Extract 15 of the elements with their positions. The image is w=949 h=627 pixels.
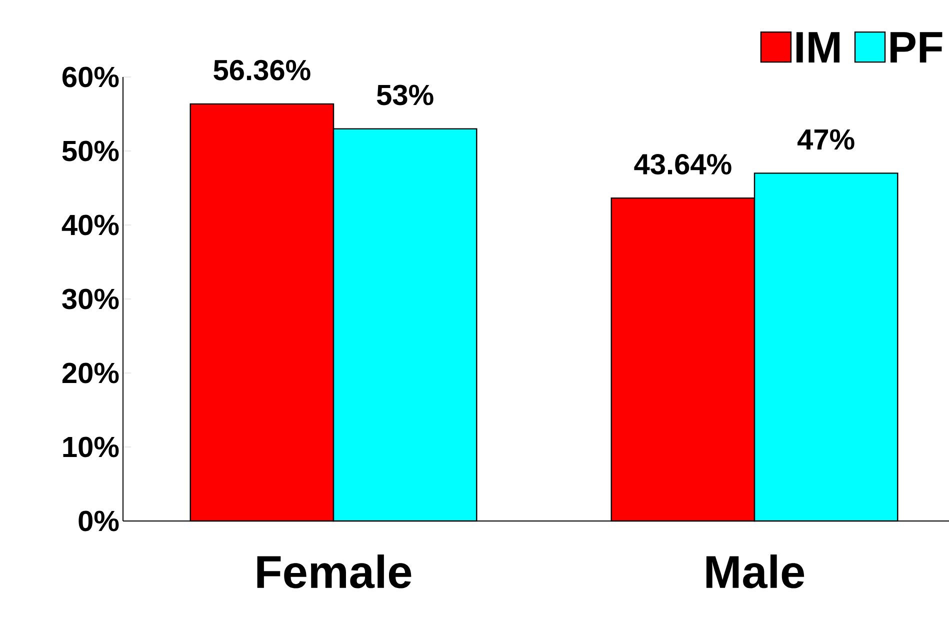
data-label: 53% <box>376 84 434 106</box>
x-tick-label: Female <box>257 554 412 588</box>
y-tick-label: 10% <box>63 436 119 458</box>
legend-label: PF <box>890 32 942 62</box>
y-tick-label: 40% <box>62 214 119 236</box>
y-tick-label: 60% <box>62 66 119 88</box>
y-tick-label: 30% <box>62 288 119 310</box>
x-tick-label: Male <box>706 554 804 588</box>
data-label: 43.64% <box>634 154 732 175</box>
data-label: 56.36% <box>214 60 310 80</box>
legend-label: IM <box>796 32 840 62</box>
y-tick-label: 50% <box>62 140 119 162</box>
y-tick-label: 20% <box>62 362 119 384</box>
y-tick-label: 0% <box>78 510 119 532</box>
data-label: 47% <box>797 129 854 150</box>
